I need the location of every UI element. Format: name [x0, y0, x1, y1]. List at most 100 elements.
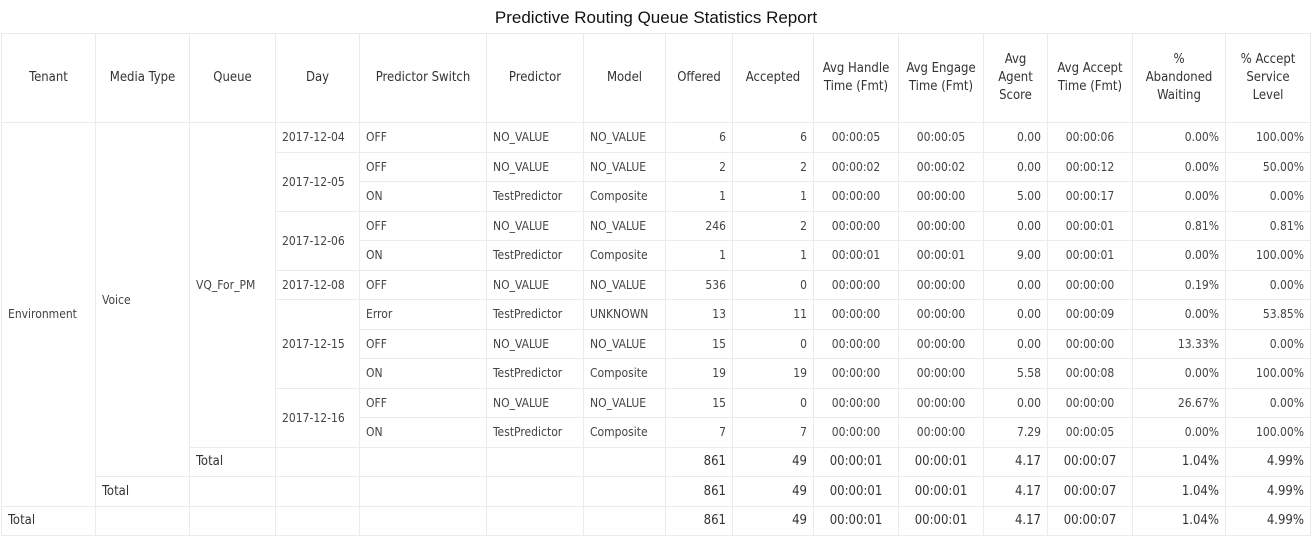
table-row: Environment Voice VQ_For_PM 2017-12-04 OFF NO…	[1, 122, 1311, 507]
model-cell: Composite	[583, 358, 666, 389]
day-cell: 2017-12-05	[275, 151, 360, 212]
report-title: Predictive Routing Queue Statistics Repo…	[494, 8, 818, 27]
predictor-switch-cell: OFF	[359, 210, 487, 241]
column-header[interactable]: % Accept Service Level	[1225, 33, 1311, 123]
asl-cell: 100.00%	[1225, 122, 1311, 153]
column-header[interactable]: Avg Engage Time (Fmt)	[898, 33, 984, 123]
column-header[interactable]: Avg Handle Time (Fmt)	[813, 33, 899, 123]
asl-cell: 0.00%	[1225, 328, 1311, 359]
aat-cell: 00:00:17	[1047, 181, 1133, 212]
aat-total-cell: 00:00:07	[1047, 505, 1133, 536]
empty-cell	[275, 446, 360, 477]
header-row: Tenant Media Type Queue Day Predictor Switch…	[1, 33, 1311, 123]
aband-cell: 26.67%	[1132, 387, 1226, 418]
model-cell: Composite	[583, 417, 666, 448]
predictor-switch-cell: OFF	[359, 151, 487, 182]
model-cell: Composite	[583, 240, 666, 271]
column-header[interactable]: Avg Accept Time (Fmt)	[1047, 33, 1133, 123]
column-header[interactable]: Predictor	[486, 33, 584, 123]
accepted-cell: 7	[732, 417, 814, 448]
aet-cell: 00:00:00	[898, 417, 984, 448]
predictor-cell: TestPredictor	[486, 358, 584, 389]
empty-cell	[95, 505, 190, 536]
asl-total-cell: 4.99%	[1225, 476, 1311, 507]
predictor-cell: NO_VALUE	[486, 210, 584, 241]
aat-cell: 00:00:00	[1047, 387, 1133, 418]
offered-total-cell: 861	[665, 476, 733, 507]
asl-cell: 0.00%	[1225, 181, 1311, 212]
empty-cell	[583, 446, 666, 477]
predictor-switch-cell: ON	[359, 181, 487, 212]
predictor-cell: TestPredictor	[486, 181, 584, 212]
column-header[interactable]: Accepted	[732, 33, 814, 123]
score-cell: 9.00	[983, 240, 1048, 271]
predictor-switch-cell: OFF	[359, 122, 487, 153]
model-cell: NO_VALUE	[583, 387, 666, 418]
media-type-cell: Voice	[95, 122, 190, 477]
aat-cell: 00:00:05	[1047, 417, 1133, 448]
day-cell: 2017-12-04	[275, 122, 360, 153]
aet-cell: 00:00:00	[898, 210, 984, 241]
empty-cell	[359, 446, 487, 477]
aet-cell: 00:00:00	[898, 299, 984, 330]
asl-cell: 50.00%	[1225, 151, 1311, 182]
aband-cell: 13.33%	[1132, 328, 1226, 359]
column-header[interactable]: Day	[275, 33, 360, 123]
aet-cell: 00:00:00	[898, 269, 984, 300]
aht-cell: 00:00:00	[813, 358, 899, 389]
aht-cell: 00:00:01	[813, 240, 899, 271]
score-cell: 0.00	[983, 210, 1048, 241]
column-header[interactable]: Offered	[665, 33, 733, 123]
asl-cell: 0.81%	[1225, 210, 1311, 241]
empty-cell	[486, 476, 584, 507]
column-header[interactable]: Tenant	[1, 33, 96, 123]
model-cell: Composite	[583, 181, 666, 212]
report-table: Tenant Media Type Queue Day Predictor Switch…	[1, 33, 1311, 536]
asl-cell: 0.00%	[1225, 269, 1311, 300]
aat-cell: 00:00:08	[1047, 358, 1133, 389]
offered-cell: 7	[665, 417, 733, 448]
score-cell: 7.29	[983, 417, 1048, 448]
offered-cell: 15	[665, 387, 733, 418]
aet-cell: 00:00:00	[898, 181, 984, 212]
accepted-cell: 0	[732, 387, 814, 418]
aat-cell: 00:00:01	[1047, 240, 1133, 271]
score-total-cell: 4.17	[983, 505, 1048, 536]
offered-total-cell: 861	[665, 505, 733, 536]
predictor-switch-cell: ON	[359, 240, 487, 271]
aet-cell: 00:00:00	[898, 358, 984, 389]
column-header[interactable]: Avg Agent Score	[983, 33, 1048, 123]
score-cell: 5.00	[983, 181, 1048, 212]
offered-cell: 15	[665, 328, 733, 359]
predictor-switch-cell: Error	[359, 299, 487, 330]
column-header[interactable]: Media Type	[95, 33, 190, 123]
accepted-total-cell: 49	[732, 446, 814, 477]
score-cell: 0.00	[983, 122, 1048, 153]
asl-cell: 100.00%	[1225, 240, 1311, 271]
aht-cell: 00:00:00	[813, 299, 899, 330]
table-row: ON TestPredictor Composite 1 1 00:00:01 00:00:…	[2, 240, 1311, 271]
empty-cell	[359, 476, 487, 507]
aat-cell: 00:00:09	[1047, 299, 1133, 330]
column-header[interactable]: % Abandoned Waiting	[1132, 33, 1226, 123]
empty-cell	[583, 476, 666, 507]
table-row: ON TestPredictor Composite 1 1 00:00:00 00:00:…	[2, 181, 1311, 212]
column-header[interactable]: Predictor Switch	[359, 33, 487, 123]
aband-cell: 0.00%	[1132, 151, 1226, 182]
column-header[interactable]: Queue	[189, 33, 276, 123]
day-cell: 2017-12-15	[275, 299, 360, 389]
table-row: 2017-12-05 OFF NO_VALUE NO_VALUE 2 2 00:00:02 0…	[2, 151, 1311, 212]
offered-cell: 2	[665, 151, 733, 182]
accepted-cell: 11	[732, 299, 814, 330]
offered-cell: 246	[665, 210, 733, 241]
table-row: 2017-12-15 Error TestPredictor UNKNOWN 13 11 0…	[2, 299, 1311, 389]
queue-total-row: Total 861 49 00:00:01 00:00:01 4.17 00:00:07 1.…	[2, 446, 1311, 477]
model-cell: NO_VALUE	[583, 151, 666, 182]
aat-cell: 00:00:01	[1047, 210, 1133, 241]
aband-cell: 0.19%	[1132, 269, 1226, 300]
aet-total-cell: 00:00:01	[898, 446, 984, 477]
score-cell: 0.00	[983, 328, 1048, 359]
predictor-cell: TestPredictor	[486, 417, 584, 448]
aband-cell: 0.00%	[1132, 240, 1226, 271]
column-header[interactable]: Model	[583, 33, 666, 123]
